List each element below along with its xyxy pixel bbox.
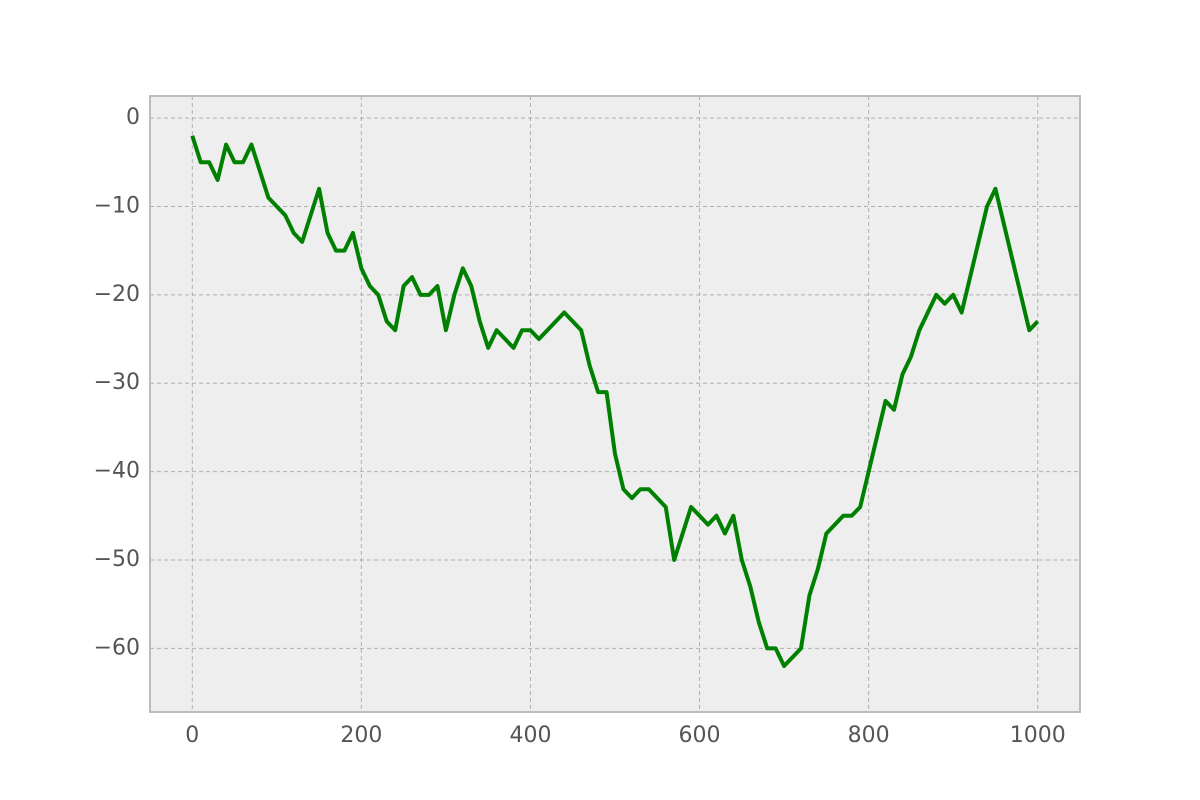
x-tick-label: 400 — [509, 723, 551, 748]
y-tick-label: −50 — [94, 547, 140, 572]
x-tick-label: 200 — [340, 723, 382, 748]
y-tick-label: −10 — [94, 193, 140, 218]
x-tick-label: 600 — [679, 723, 721, 748]
y-tick-label: −20 — [94, 282, 140, 307]
y-tick-label: −40 — [94, 459, 140, 484]
plot-area — [150, 96, 1080, 712]
x-tick-label: 1000 — [1010, 723, 1066, 748]
y-tick-label: −60 — [94, 635, 140, 660]
x-tick-label: 0 — [185, 723, 199, 748]
plot-frame — [149, 95, 1081, 713]
data-line — [190, 135, 1040, 669]
y-tick-label: −30 — [94, 370, 140, 395]
x-tick-label: 800 — [848, 723, 890, 748]
y-tick-label: 0 — [126, 105, 140, 130]
